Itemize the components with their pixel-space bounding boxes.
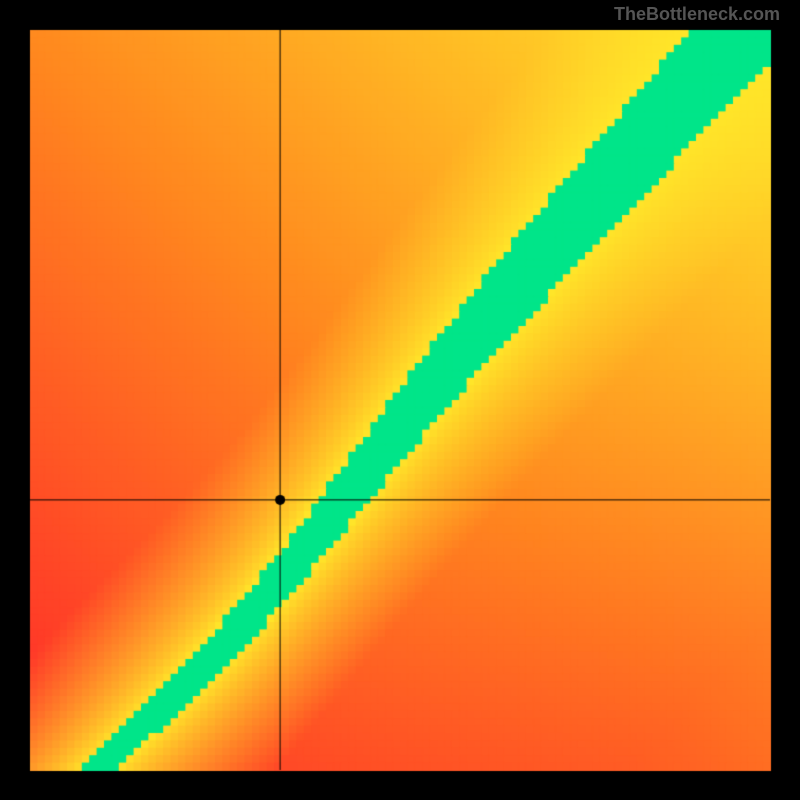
chart-container: TheBottleneck.com: [0, 0, 800, 800]
heatmap-canvas: [0, 0, 800, 800]
watermark-text: TheBottleneck.com: [614, 4, 780, 25]
